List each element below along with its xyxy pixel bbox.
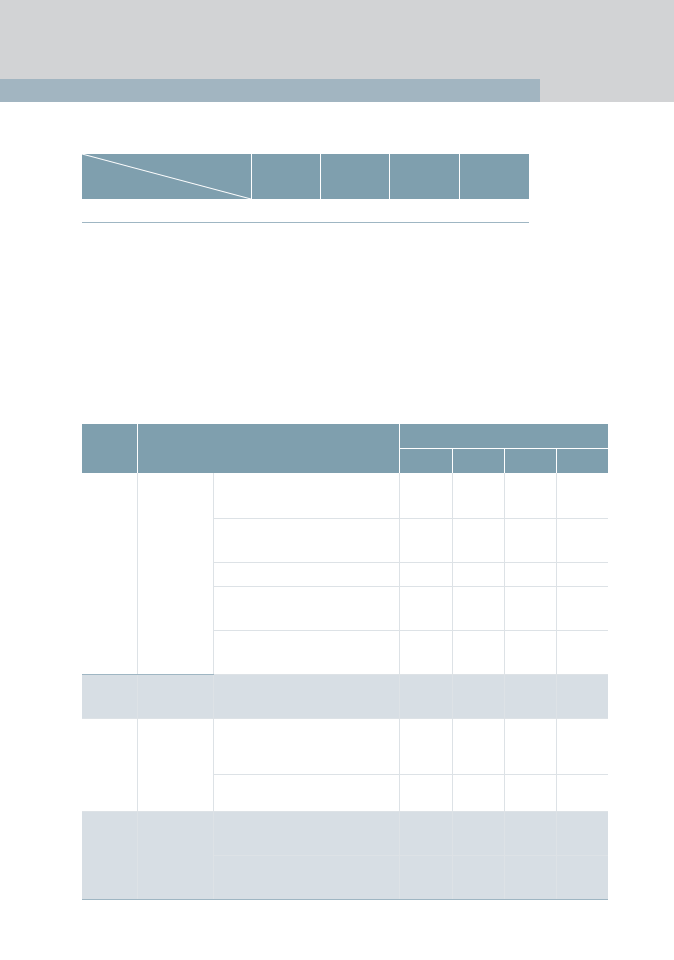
value-cell	[451, 473, 504, 519]
item-cell	[212, 630, 399, 675]
item-cell	[212, 674, 399, 719]
value-cell	[398, 811, 452, 856]
value-cell	[503, 473, 556, 519]
value-cell	[503, 774, 556, 812]
value-cell	[555, 674, 608, 719]
table-row	[82, 586, 608, 631]
value-cell	[555, 562, 608, 587]
value-cell	[555, 586, 608, 631]
item-cell	[212, 774, 399, 812]
item-cell	[212, 562, 399, 587]
value-cell	[451, 855, 504, 900]
section-title	[0, 79, 540, 87]
subgroup-cell	[136, 674, 213, 719]
value-cell	[398, 473, 452, 519]
summary-row	[82, 199, 529, 223]
value-cell	[555, 630, 608, 675]
value-cell	[503, 855, 556, 900]
item-cell	[212, 811, 399, 856]
item-cell	[212, 586, 399, 631]
value-cell	[503, 811, 556, 856]
value-cell	[398, 630, 452, 675]
summary-col-1	[250, 154, 320, 199]
detail-subheader-row	[82, 448, 608, 473]
value-cell	[398, 718, 452, 775]
table-row	[82, 473, 608, 675]
subgroup-cell	[136, 473, 213, 675]
value-cell	[503, 630, 556, 675]
value-cell	[398, 855, 452, 900]
table-row	[82, 811, 608, 900]
value-cell	[503, 718, 556, 775]
value-cell	[555, 774, 608, 812]
group-cell	[82, 473, 137, 675]
detail-header-row	[82, 424, 608, 473]
value-cell	[451, 562, 504, 587]
value-cell	[451, 718, 504, 775]
detail-header-col1	[82, 424, 137, 473]
value-cell	[555, 718, 608, 775]
value-cell	[451, 518, 504, 563]
group-cell	[82, 718, 137, 812]
summary-cell	[389, 199, 459, 223]
summary-table	[82, 154, 529, 223]
table-row	[82, 855, 608, 900]
summary-col-2	[319, 154, 389, 199]
subgroup-cell	[136, 718, 213, 812]
detail-table	[82, 424, 608, 900]
item-cell	[212, 518, 399, 563]
detail-subheader	[503, 448, 556, 473]
value-cell	[503, 586, 556, 631]
value-cell	[503, 674, 556, 719]
table-row	[82, 718, 608, 812]
summary-cell	[320, 199, 389, 223]
item-cell	[212, 473, 399, 519]
value-cell	[398, 518, 452, 563]
value-cell	[555, 473, 608, 519]
value-cell	[555, 855, 608, 900]
summary-cell	[251, 199, 320, 223]
value-cell	[398, 562, 452, 587]
detail-header-group	[398, 424, 608, 449]
value-cell	[451, 774, 504, 812]
detail-header-col2	[136, 424, 399, 473]
summary-cell	[82, 199, 251, 223]
value-cell	[451, 811, 504, 856]
detail-subheader	[555, 448, 608, 473]
value-cell	[451, 630, 504, 675]
value-cell	[555, 811, 608, 856]
value-cell	[451, 586, 504, 631]
table-row	[82, 630, 608, 675]
item-cell	[212, 718, 399, 775]
summary-diagonal-header	[82, 154, 251, 199]
table-row	[82, 774, 608, 812]
item-cell	[212, 855, 399, 900]
diagonal-line	[82, 154, 251, 199]
subgroup-cell	[136, 811, 213, 900]
value-cell	[398, 586, 452, 631]
summary-header-row	[82, 154, 529, 199]
value-cell	[503, 562, 556, 587]
summary-col-3	[388, 154, 459, 199]
table-row	[82, 518, 608, 563]
value-cell	[451, 674, 504, 719]
value-cell	[398, 674, 452, 719]
value-cell	[398, 774, 452, 812]
detail-subheader	[398, 448, 452, 473]
value-cell	[555, 518, 608, 563]
summary-col-4	[458, 154, 529, 199]
group-cell	[82, 674, 137, 719]
table-row	[82, 562, 608, 587]
section-title-bar	[0, 79, 540, 102]
value-cell	[503, 518, 556, 563]
detail-subheader	[451, 448, 504, 473]
summary-cell	[459, 199, 529, 223]
group-cell	[82, 811, 137, 900]
table-row	[82, 674, 608, 719]
